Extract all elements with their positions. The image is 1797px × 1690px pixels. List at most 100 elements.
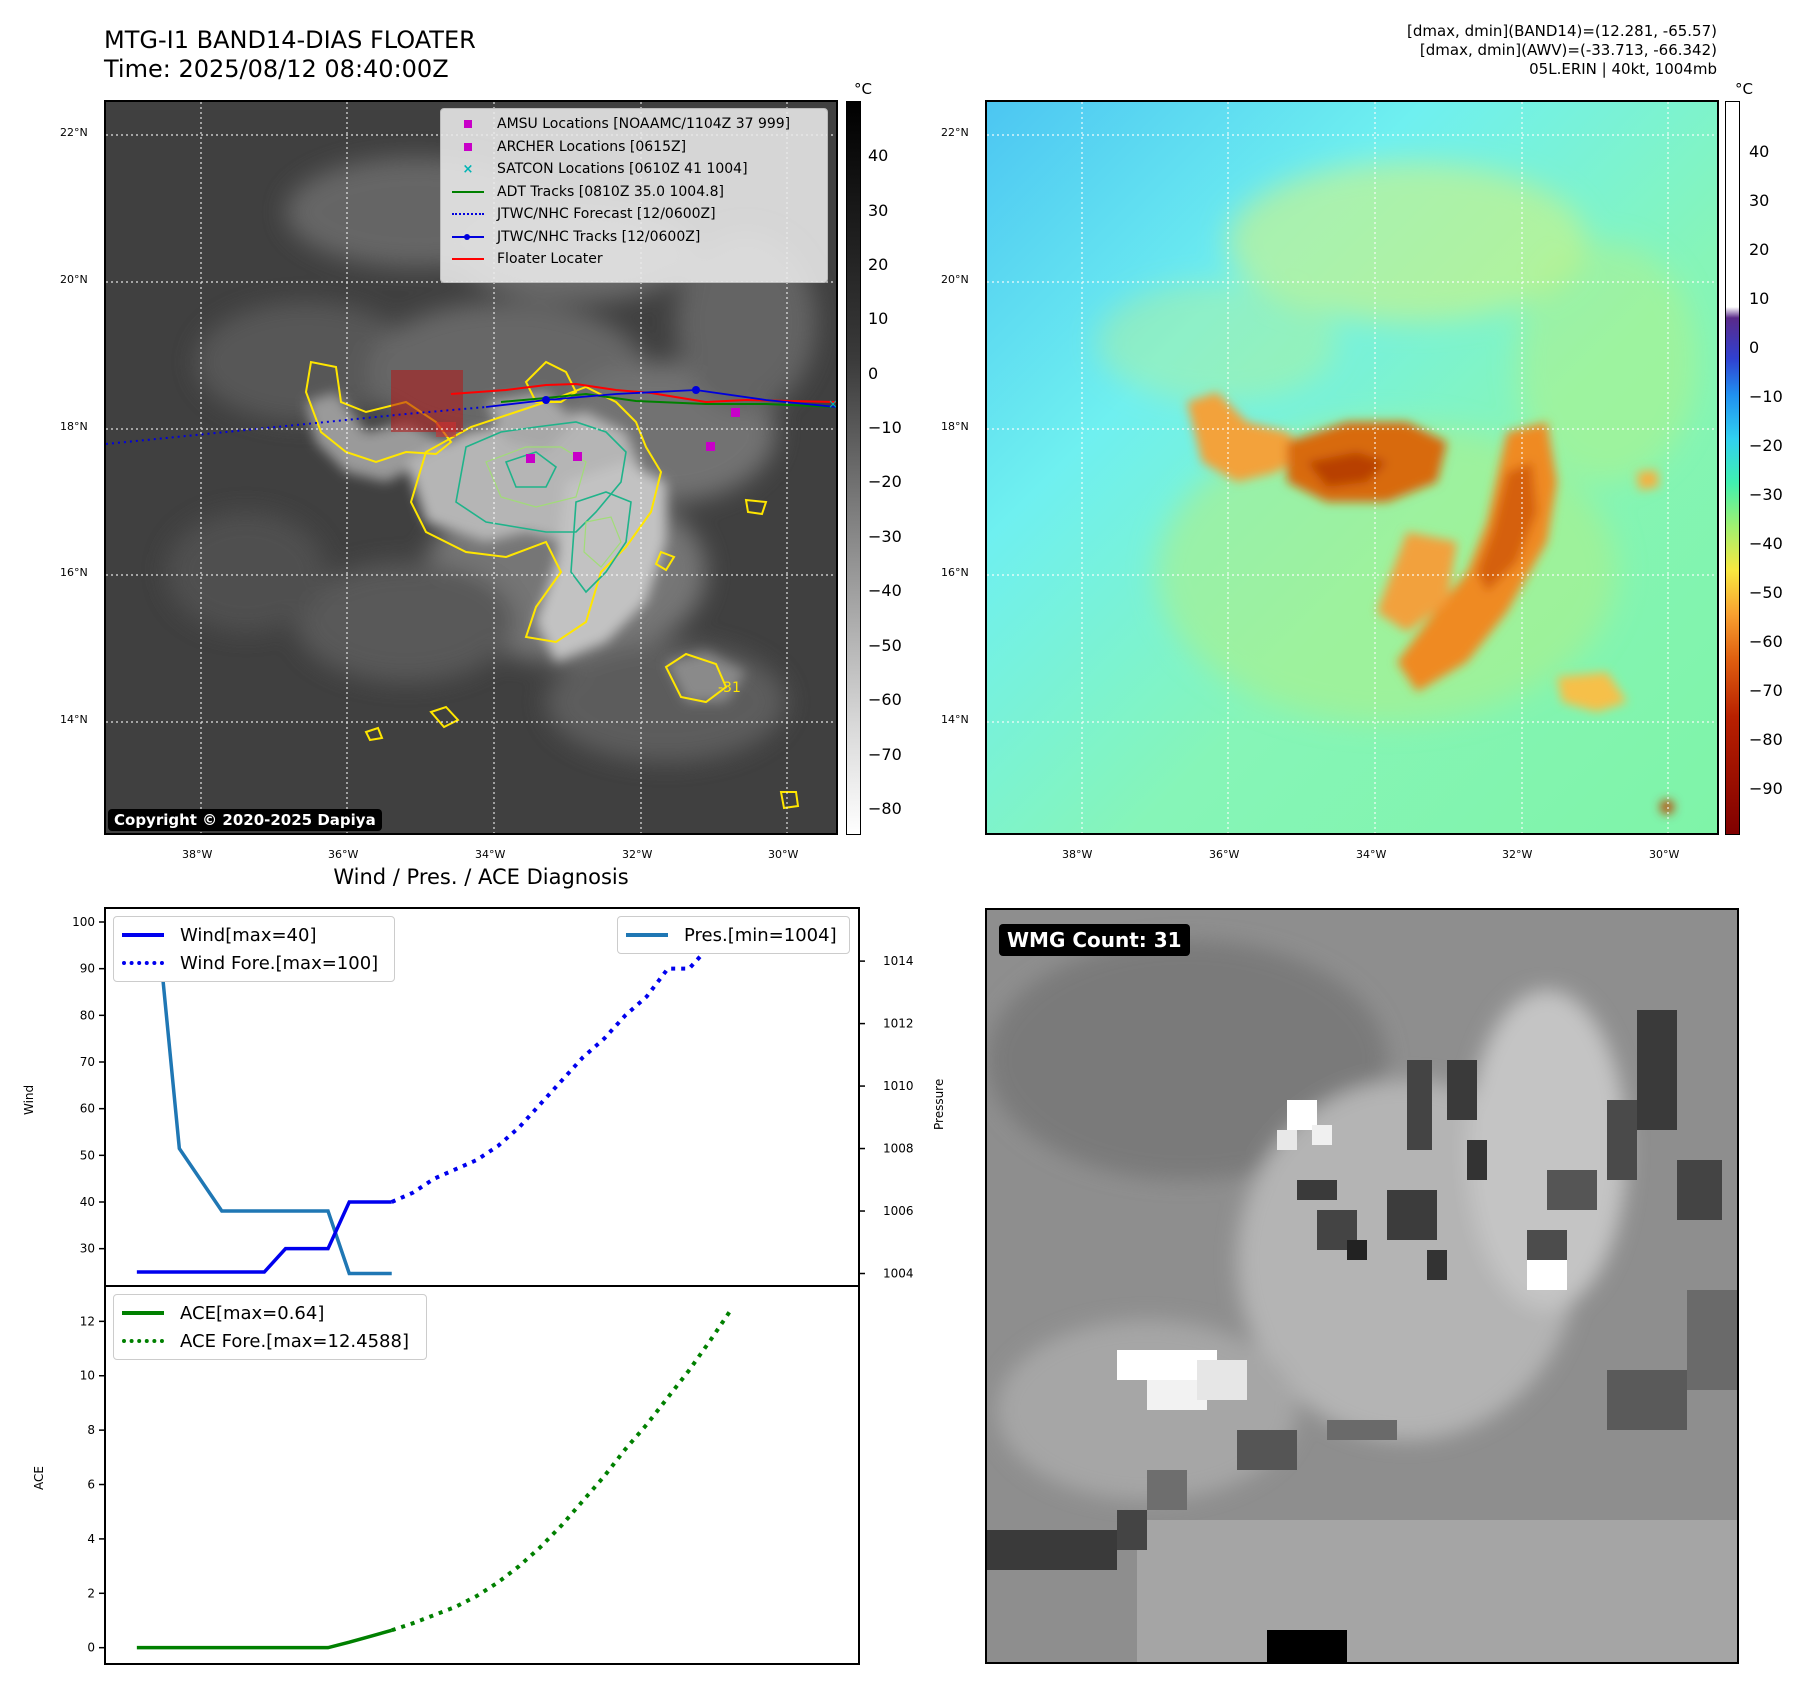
- ace-axis-tick-label: 10: [80, 1369, 95, 1383]
- legend-row-pres: Pres.[min=1004]: [626, 921, 841, 949]
- legend-row-adt: ADT Tracks [0810Z 35.0 1004.8]: [449, 181, 819, 204]
- wmg-pixel-block: [1347, 1240, 1367, 1260]
- wmg-pixel-block: [1607, 1370, 1687, 1430]
- ace-series-line: [136, 1628, 393, 1650]
- ace-axis-label: ACE: [32, 1466, 46, 1490]
- lon-label: 38°W: [1062, 848, 1093, 861]
- wmg-pixel-block: [1237, 1430, 1297, 1470]
- ace-axis-tick-label: 0: [87, 1641, 95, 1655]
- red-line-icon: [449, 252, 487, 266]
- lon-label: 36°W: [1209, 848, 1240, 861]
- blue-dotted-line-icon: [122, 954, 172, 972]
- wmg-pixel-block: [1407, 1060, 1432, 1150]
- colorbar-tick: −60: [1749, 632, 1783, 651]
- colorbar-tick: −50: [868, 636, 902, 655]
- legend-row-amsu: AMSU Locations [NOAAMC/1104Z 37 999]: [449, 113, 819, 136]
- pressure-axis-tick-label: 1004: [883, 1267, 914, 1281]
- figure-title: MTG-I1 BAND14-DIAS FLOATER Time: 2025/08…: [104, 26, 476, 84]
- wmg-pixel-block: [1527, 1260, 1567, 1290]
- legend-label-adt: ADT Tracks [0810Z 35.0 1004.8]: [497, 183, 724, 200]
- lon-label: 34°W: [475, 848, 506, 861]
- wind-axis-label: Wind: [22, 1084, 36, 1115]
- wmg-pixel-block: [1277, 1130, 1297, 1150]
- legend-row-wind: Wind[max=40]: [122, 921, 386, 949]
- green-dotted-line-icon: [122, 1332, 172, 1350]
- ace-forecast-series-line: [391, 1307, 734, 1633]
- wmg-pixel-block: [1147, 1470, 1187, 1510]
- wv-satellite-image: [987, 102, 1717, 833]
- colorbar-tick: −90: [1749, 779, 1783, 798]
- wv-colorbar: [1725, 101, 1740, 835]
- colorbar-tick: −10: [1749, 387, 1783, 406]
- pressure-series-line: [136, 928, 392, 1276]
- cyan-x-icon: ×: [462, 161, 474, 177]
- ace-legend: ACE[max=0.64] ACE Fore.[max=12.4588]: [113, 1294, 427, 1360]
- legend-label-amsu: AMSU Locations [NOAAMC/1104Z 37 999]: [497, 116, 791, 133]
- legend-row-satcon: × SATCON Locations [0610Z 41 1004]: [449, 158, 819, 181]
- colorbar-tick: −80: [1749, 730, 1783, 749]
- colorbar-tick: −20: [1749, 436, 1783, 455]
- legend-label-ace-fore: ACE Fore.[max=12.4588]: [180, 1330, 409, 1352]
- lat-label: 18°N: [941, 420, 969, 433]
- legend-row-archer: ARCHER Locations [0615Z]: [449, 136, 819, 159]
- wind-legend: Wind[max=40] Wind Fore.[max=100]: [113, 916, 395, 982]
- wmg-pixel-block: [1687, 1290, 1737, 1390]
- wmg-pixel-block: [1312, 1125, 1332, 1145]
- ir-colorbar: [846, 101, 861, 835]
- legend-label-satcon: SATCON Locations [0610Z 41 1004]: [497, 161, 748, 178]
- svg-text:×: ×: [828, 397, 836, 411]
- colorbar-tick: −50: [1749, 583, 1783, 602]
- wmg-panel[interactable]: WMG Count: 31: [985, 908, 1739, 1664]
- legend-label-jtwc-tracks: JTWC/NHC Tracks [12/0600Z]: [497, 228, 701, 245]
- wind-axis-tick-label: 30: [80, 1242, 95, 1256]
- lat-label: 18°N: [60, 420, 88, 433]
- wmg-pixel-block: [1297, 1180, 1337, 1200]
- wind-forecast-series-line: [390, 920, 838, 1204]
- colorbar-tick: 40: [868, 146, 889, 165]
- colorbar-tick: −30: [868, 527, 902, 546]
- wmg-image: [987, 910, 1737, 1662]
- lon-label: 30°W: [1649, 848, 1680, 861]
- legend-row-ace: ACE[max=0.64]: [122, 1299, 418, 1327]
- wv-map-panel[interactable]: [985, 100, 1719, 835]
- ace-axes-frame: [104, 1285, 860, 1665]
- green-line-icon: [449, 185, 487, 199]
- info-line-3: 05L.ERIN | 40kt, 1004mb: [1529, 60, 1717, 78]
- wind-axis-tick-label: 90: [80, 962, 95, 976]
- lat-label: 16°N: [941, 566, 969, 579]
- diagnosis-title: Wind / Pres. / ACE Diagnosis: [333, 865, 629, 889]
- pressure-axis-tick-label: 1006: [883, 1204, 914, 1218]
- ace-axis-tick-label: 12: [80, 1314, 95, 1328]
- legend-label-floater: Floater Locater: [497, 251, 603, 268]
- wmg-pixel-block: [1327, 1420, 1397, 1440]
- pressure-axis-tick-label: 1012: [883, 1017, 914, 1031]
- wmg-pixel-block: [1677, 1160, 1722, 1220]
- colorbar-tick: 0: [1749, 338, 1760, 357]
- green-line-icon: [122, 1304, 172, 1322]
- legend-row-jtwc-tracks: JTWC/NHC Tracks [12/0600Z]: [449, 226, 819, 249]
- magenta-square-icon: [449, 140, 487, 154]
- blue-line-icon: [122, 926, 172, 944]
- colorbar-tick: −10: [868, 418, 902, 437]
- wind-axis-tick-label: 60: [80, 1102, 95, 1116]
- wmg-pixel-block: [1137, 1520, 1737, 1662]
- title-line-1: MTG-I1 BAND14-DIAS FLOATER: [104, 26, 476, 54]
- lon-label: 32°W: [1502, 848, 1533, 861]
- title-line-2: Time: 2025/08/12 08:40:00Z: [104, 55, 449, 83]
- legend-label-wind: Wind[max=40]: [180, 924, 317, 946]
- wind-series-line: [136, 1200, 392, 1274]
- wmg-count-badge: WMG Count: 31: [999, 924, 1190, 956]
- ace-axis-tick-label: 4: [87, 1532, 95, 1546]
- legend-label-wind-fore: Wind Fore.[max=100]: [180, 952, 379, 974]
- lon-label: 38°W: [182, 848, 213, 861]
- lat-label: 20°N: [60, 273, 88, 286]
- lat-label: 22°N: [60, 126, 88, 139]
- ir-map-panel[interactable]: × -31 AMSU Locations [NOAAMC/1104Z 37 99…: [104, 100, 838, 835]
- legend-label-jtwc-forecast: JTWC/NHC Forecast [12/0600Z]: [497, 206, 716, 223]
- colorbar-tick: −40: [1749, 534, 1783, 553]
- colorbar-tick: 20: [1749, 240, 1770, 259]
- legend-row-floater: Floater Locater: [449, 248, 819, 271]
- colorbar-tick: −60: [868, 690, 902, 709]
- colorbar-tick: −80: [868, 799, 902, 818]
- colorbar-tick: 20: [868, 255, 889, 274]
